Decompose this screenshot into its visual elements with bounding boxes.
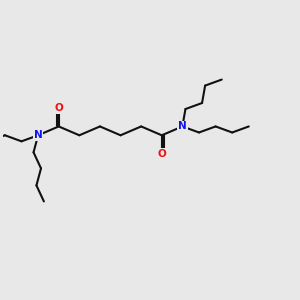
Text: N: N (34, 130, 43, 140)
Text: O: O (54, 103, 63, 113)
Text: N: N (178, 122, 187, 131)
Text: O: O (158, 148, 166, 158)
